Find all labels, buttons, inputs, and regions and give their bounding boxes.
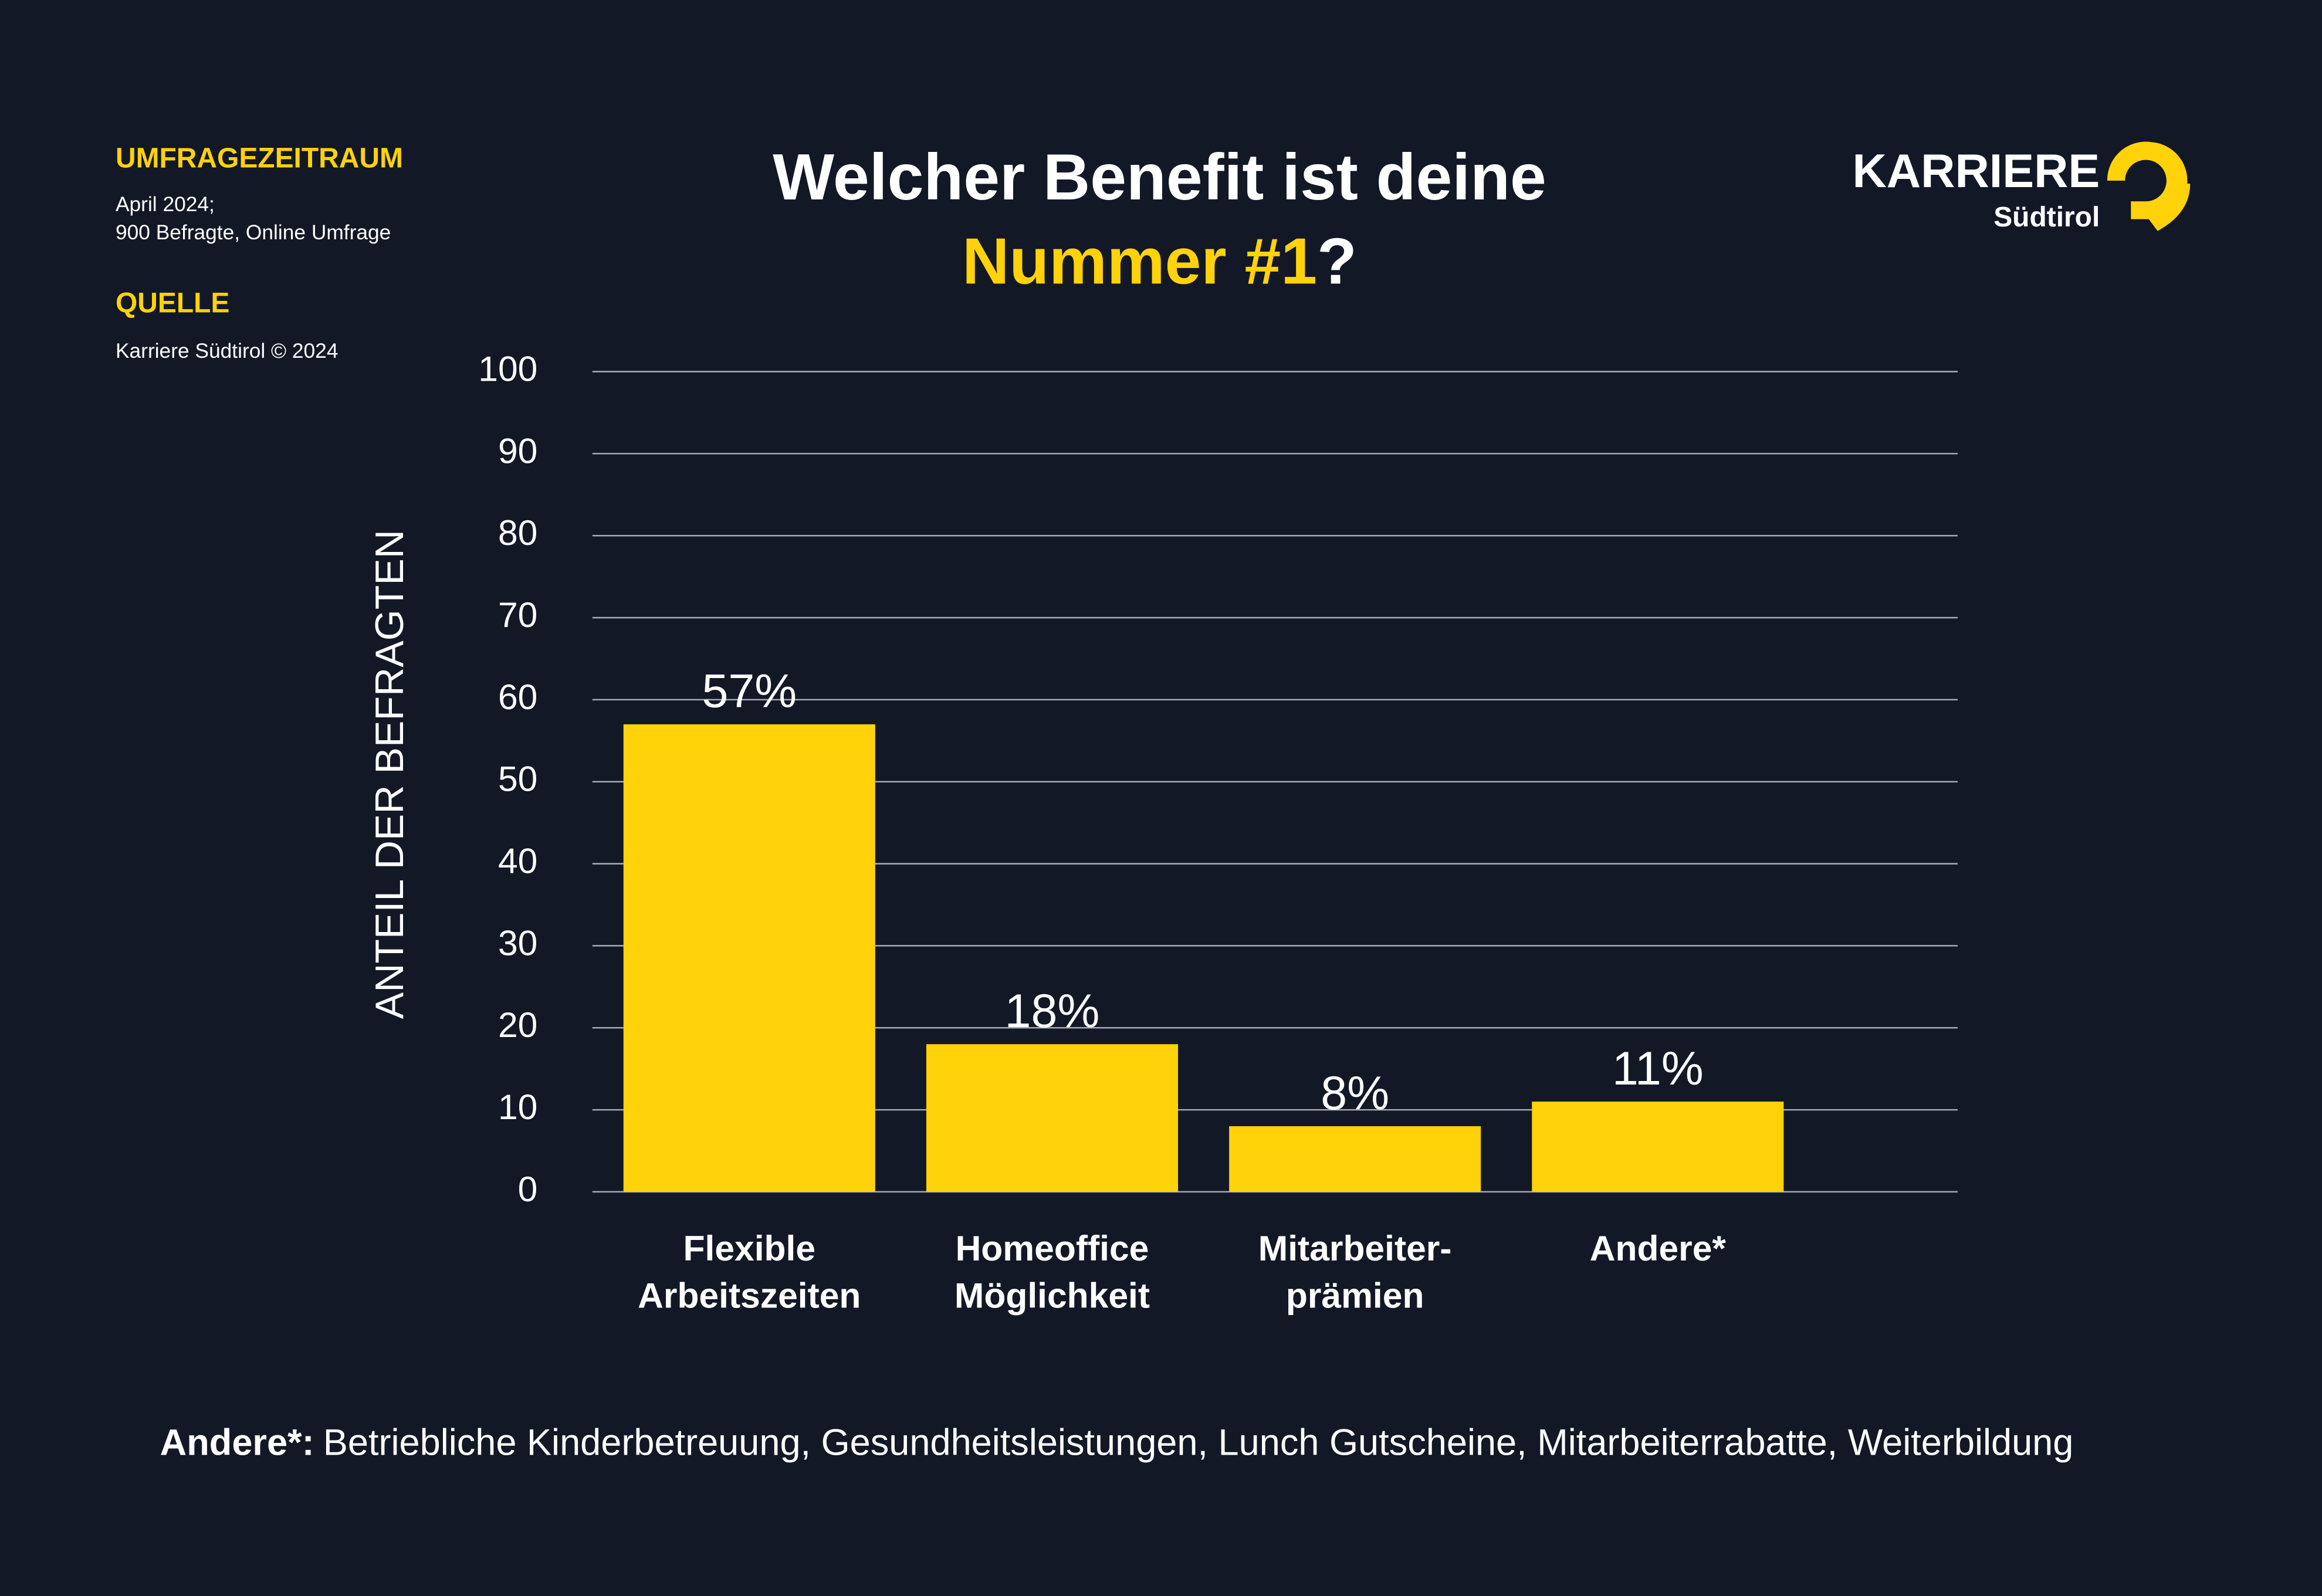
y-tick-label: 30 — [498, 923, 537, 963]
chart-title: Welcher Benefit ist deine — [773, 140, 1546, 214]
y-tick-label: 20 — [498, 1005, 537, 1045]
y-tick-label: 0 — [518, 1169, 538, 1209]
y-axis-label: ANTEIL DER BEFRAGTEN — [367, 530, 412, 1019]
value-label: 11% — [1612, 1042, 1704, 1095]
x-tick-label: Mitarbeiter- — [1258, 1228, 1452, 1268]
x-tick-label: Möglichkeit — [954, 1276, 1150, 1316]
value-label: 8% — [1321, 1067, 1389, 1120]
x-tick-label: Arbeitszeiten — [638, 1276, 861, 1316]
x-tick-label: Flexible — [683, 1228, 816, 1268]
footnote-label: Andere*: — [160, 1422, 314, 1463]
y-tick-label: 50 — [498, 759, 537, 799]
bar — [926, 1044, 1179, 1192]
footnote: Andere*: Betriebliche Kinderbetreuung, Ge… — [160, 1422, 2074, 1463]
bar — [1532, 1102, 1784, 1192]
logo-icon — [2107, 141, 2191, 231]
value-label: 57% — [702, 665, 797, 718]
footnote-text: Betriebliche Kinderbetreuung, Gesundheit… — [323, 1422, 2074, 1463]
logo-sub: Südtirol — [1993, 202, 2100, 233]
chart-title: Nummer #1? — [962, 225, 1357, 298]
period-line: April 2024; — [116, 193, 215, 216]
x-tick-label: Andere* — [1590, 1228, 1727, 1268]
logo-word: KARRIERE — [1852, 145, 2100, 198]
period-heading: UMFRAGEZEITRAUM — [116, 143, 403, 174]
y-tick-label: 40 — [498, 841, 537, 881]
bar — [623, 724, 875, 1192]
x-tick-label: prämien — [1286, 1276, 1424, 1316]
y-tick-label: 100 — [478, 349, 537, 389]
source: Karriere Südtirol © 2024 — [116, 340, 339, 362]
title-highlight: Nummer #1 — [962, 225, 1317, 298]
period-line: 900 Befragte, Online Umfrage — [116, 221, 391, 244]
bar — [1229, 1126, 1481, 1192]
y-tick-label: 80 — [498, 513, 537, 553]
y-tick-label: 60 — [498, 677, 537, 717]
value-label: 18% — [1005, 985, 1100, 1038]
title-end: ? — [1317, 225, 1357, 298]
y-tick-label: 90 — [498, 431, 537, 470]
x-tick-label: Homeoffice — [956, 1228, 1149, 1268]
y-tick-label: 70 — [498, 595, 537, 635]
y-tick-label: 10 — [498, 1087, 537, 1127]
source-heading: QUELLE — [116, 288, 229, 319]
